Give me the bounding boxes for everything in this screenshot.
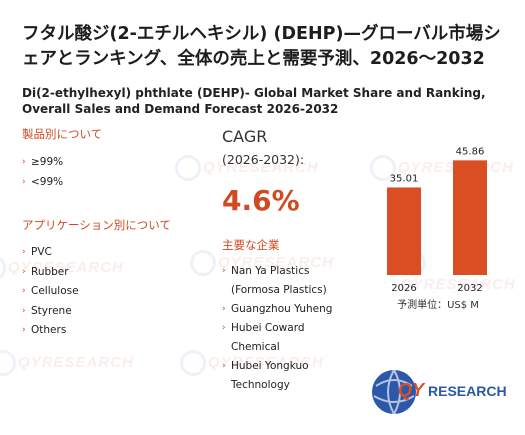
chevron-right-icon: › — [222, 266, 226, 276]
chevron-right-icon: › — [222, 323, 226, 333]
chevron-right-icon: › — [22, 266, 26, 277]
chart-unit-label: 予測単位：US$ M — [397, 298, 479, 311]
list-item: › ≥99% — [22, 153, 63, 173]
list-item: › Cellulose — [22, 282, 79, 302]
logo-suffix: RESEARCH — [428, 383, 507, 399]
chevron-right-icon: › — [22, 286, 26, 296]
list-item: › Hubei Coward Chemical — [222, 319, 332, 357]
list-item: › Nan Ya Plastics (Formosa Plastics) — [222, 262, 342, 300]
list-item: › <99% — [22, 173, 63, 193]
chevron-right-icon: › — [22, 176, 26, 187]
page-title-en: Di(2-ethylhexyl) phthlate (DEHP)- Global… — [22, 86, 486, 116]
players-section-heading: 主要な企業 — [222, 238, 280, 252]
cagr-period: (2026-2032): — [222, 152, 305, 167]
application-section-heading: アプリケーション別について — [22, 218, 171, 232]
watermark: QYRESEARCH — [0, 350, 134, 376]
product-list: › ≥99% › <99% — [22, 153, 63, 192]
logo-prefix: QY — [398, 380, 426, 400]
list-item: › PVC — [22, 243, 79, 263]
list-item: › Guangzhou Yuheng — [222, 300, 352, 319]
list-item: › Rubber — [22, 263, 79, 283]
qyresearch-logo: QY RESEARCH — [372, 369, 507, 415]
bar-2026 — [387, 187, 421, 275]
x-tick-label: 2032 — [457, 283, 482, 294]
bar-value-label: 45.86 — [456, 146, 485, 157]
chevron-right-icon: › — [222, 361, 226, 371]
chevron-right-icon: › — [22, 247, 26, 257]
cagr-label: CAGR — [222, 127, 268, 146]
cagr-value: 4.6% — [222, 184, 300, 217]
bar-2032 — [453, 160, 487, 275]
players-list: › Nan Ya Plastics (Formosa Plastics) › Gua… — [222, 262, 352, 395]
chevron-right-icon: › — [22, 305, 26, 316]
forecast-bar-chart: 35.01 2026 45.86 2032 予測単位：US$ M — [387, 146, 487, 311]
chevron-right-icon: › — [22, 157, 26, 167]
x-tick-label: 2026 — [391, 283, 416, 294]
page-title-jp: フタル酸ジ(2-エチルヘキシル) (DEHP)—グローバル市場シェアとランキング… — [22, 24, 501, 69]
chevron-right-icon: › — [22, 325, 26, 335]
list-item: › Others — [22, 321, 79, 341]
list-item: › Styrene — [22, 302, 79, 322]
bar-value-label: 35.01 — [390, 173, 419, 184]
chevron-right-icon: › — [222, 304, 226, 314]
product-section-heading: 製品別について — [22, 127, 103, 141]
application-list: › PVC › Rubber › Cellulose › Styrene › Others — [22, 243, 79, 341]
list-item: › Hubei Yongkuo Technology — [222, 357, 342, 395]
